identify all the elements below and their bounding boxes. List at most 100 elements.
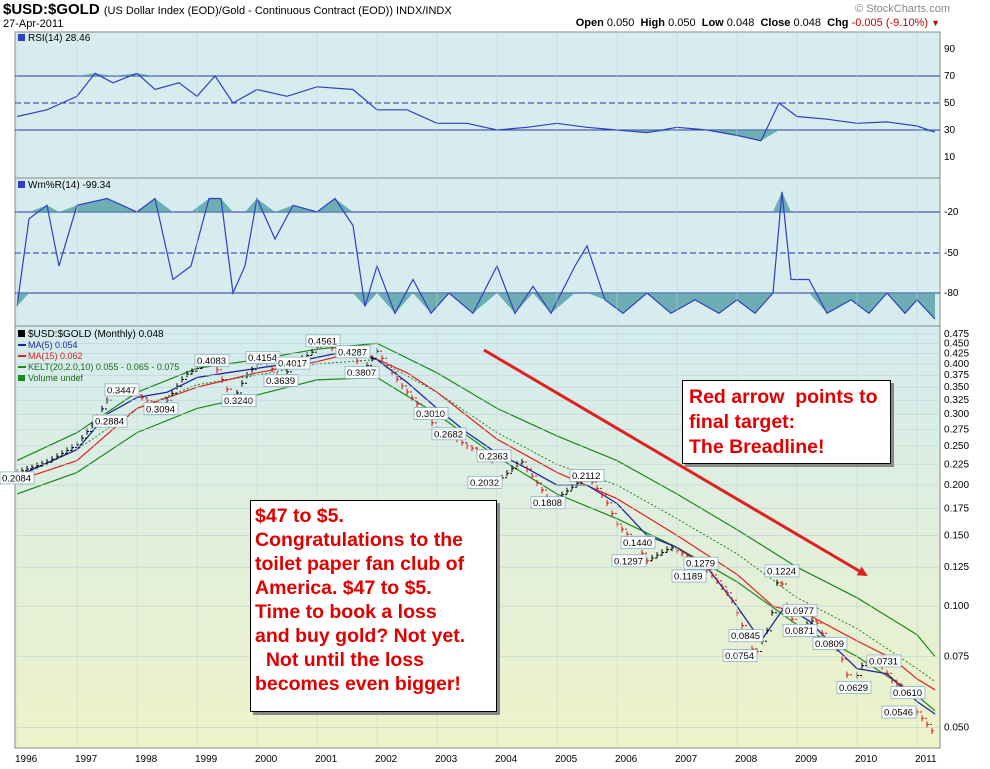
x-tick-label: 2009 [795, 754, 818, 765]
williams-tick-20: -20 [944, 207, 959, 218]
price-tick-label: 0.050 [944, 722, 969, 733]
price-tick-label: 0.075 [944, 652, 969, 663]
price-tick-label: 0.100 [944, 601, 969, 612]
x-tick-label: 2000 [255, 754, 278, 765]
value-label-box [782, 624, 818, 637]
value-label: 0.3807 [347, 368, 376, 379]
x-tick-label: 1999 [195, 754, 218, 765]
value-label-box [890, 686, 926, 700]
price-tick-label: 0.225 [944, 460, 969, 471]
rsi-overbought-fill [17, 73, 935, 76]
rsi-tick-30: 30 [944, 125, 956, 136]
annotation-line: Red arrow points to [689, 386, 878, 408]
value-label: 0.0610 [893, 688, 922, 699]
target-arrow [483, 348, 868, 577]
x-tick-label: 2002 [375, 754, 398, 765]
x-tick-label: 1996 [15, 754, 38, 765]
value-label: 0.2682 [434, 429, 463, 440]
value-label: 0.0809 [815, 639, 844, 650]
value-label: 0.3010 [416, 409, 445, 420]
rsi-tick-70: 70 [944, 71, 956, 82]
williams-oversold-fill [17, 293, 935, 320]
chart-symbol: $USD:$GOLD (US Dollar Index (EOD)/Gold -… [3, 1, 452, 18]
rsi-panel: RSI(14) 28.46 90 70 50 30 10 [14, 31, 956, 179]
value-label-box [104, 383, 140, 397]
williams-tick-80: -80 [944, 288, 959, 299]
williams-panel-label: Wm%R(14) -99.34 [28, 180, 111, 191]
chart-date: 27-Apr-2011 [3, 18, 64, 30]
price-tick-label: 0.200 [944, 480, 969, 491]
x-tick-label: 2010 [855, 754, 878, 765]
value-label: 0.4287 [338, 347, 367, 358]
value-label-box [782, 603, 818, 617]
value-label-box [764, 564, 800, 578]
williams-overbought-fill [17, 191, 935, 212]
annotation-line: Congratulations to the [255, 529, 463, 551]
x-tick-label: 2008 [735, 754, 758, 765]
rsi-line [16, 72, 936, 142]
value-label: 0.2032 [470, 478, 499, 489]
value-label: 0.3094 [146, 404, 175, 415]
ma15-line [16, 350, 936, 691]
brand-watermark: © StockCharts.com [855, 3, 950, 15]
value-label-box [431, 427, 467, 441]
annotation-line: Time to book a loss [255, 601, 437, 623]
value-label: 0.2884 [95, 417, 124, 428]
legend-volume: Volume undef [28, 373, 84, 383]
rsi-panel-label: RSI(14) 28.46 [28, 33, 91, 44]
value-label: 0.4083 [197, 356, 226, 367]
value-label: 0.0977 [785, 606, 814, 617]
value-label: 0.2084 [2, 473, 31, 484]
annotation-box-loss: $47 to $5. Congratulations to the toilet… [250, 500, 497, 712]
price-tick-label: 0.125 [944, 562, 969, 573]
price-tick-label: 0.475 [944, 329, 969, 340]
chart-description: (US Dollar Index (EOD)/Gold - Continuous… [103, 5, 452, 17]
x-tick-label: 2001 [315, 754, 338, 765]
value-label-box [620, 536, 656, 549]
value-label: 0.1297 [614, 556, 643, 567]
x-tick-label: 2003 [435, 754, 458, 765]
down-arrow-icon: ▼ [931, 18, 940, 28]
price-tick-label: 0.150 [944, 530, 969, 541]
legend-main: $USD:$GOLD (Monthly) 0.048 [28, 329, 164, 340]
annotation-line: $47 to $5. [255, 505, 344, 527]
rsi-oversold-fill [17, 130, 935, 141]
price-legend: $USD:$GOLD (Monthly) 0.048 MA(5) 0.054 M… [18, 329, 179, 383]
value-label: 0.3240 [224, 396, 253, 407]
legend-swatch-main [18, 330, 25, 337]
value-label-box [836, 680, 872, 694]
legend-ma5: MA(5) 0.054 [28, 340, 78, 350]
annotation-line: becomes even bigger! [255, 673, 461, 695]
price-tick-label: 0.250 [944, 441, 969, 452]
rsi-tick-50: 50 [944, 98, 956, 109]
williams-legend-swatch [18, 181, 25, 188]
annotation-line: and buy gold? Not yet. [255, 625, 466, 647]
value-label: 0.0871 [785, 626, 814, 637]
value-label-box [476, 449, 512, 463]
legend-swatch-volume [18, 375, 25, 381]
price-tick-label: 0.450 [944, 338, 969, 349]
value-label-box [671, 569, 707, 583]
value-label-box [881, 705, 917, 719]
value-label-box [722, 649, 758, 662]
value-label: 0.0731 [869, 657, 898, 668]
value-label-box [530, 496, 566, 510]
price-tick-label: 0.300 [944, 409, 969, 420]
value-label: 0.0845 [731, 631, 760, 642]
value-label-box [728, 629, 764, 643]
rsi-panel-bg [14, 31, 941, 179]
x-tick-label: 1997 [75, 754, 98, 765]
price-tick-label: 0.425 [944, 348, 969, 359]
value-label-box [221, 394, 257, 408]
price-series-group: 0.2084 0.2884 0.3447 0.3094 0.4083 0.3240 0.41… [0, 334, 936, 734]
price-tick-label: 0.375 [944, 370, 969, 381]
value-label: 0.1440 [623, 538, 652, 549]
price-tick-label: 0.400 [944, 359, 969, 370]
value-label: 0.0546 [884, 708, 913, 719]
value-label: 0.0629 [839, 683, 868, 694]
price-tick-label: 0.175 [944, 503, 969, 514]
value-label: 0.3447 [107, 385, 136, 396]
value-label: 0.3639 [266, 376, 295, 387]
price-tick-label: 0.275 [944, 424, 969, 435]
value-label: 0.1189 [674, 572, 702, 583]
